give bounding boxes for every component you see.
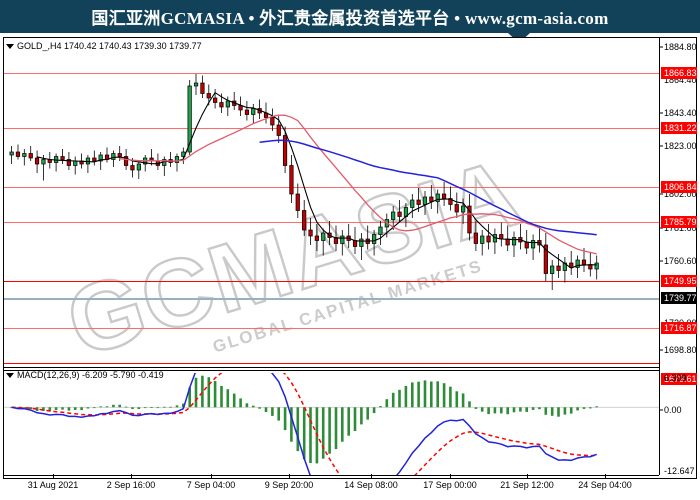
time-label-2: 7 Sep 04:00 [186,480,236,490]
time-label-6: 21 Sep 12:00 [500,480,554,490]
level-line-1806 [4,187,659,188]
time-tick [289,474,290,478]
time-label-0: 31 Aug 2021 [27,480,79,490]
price-plot-area[interactable]: GCMASIA GLOBAL CAPITAL MARKETS [4,38,659,368]
price-tag-1749[interactable]: 1749.95 [661,275,697,287]
price-tag-1806[interactable]: 1806.84 [661,181,697,193]
axis-tick [660,145,663,147]
brand-header-bar: 国汇亚洲GCMASIA • 外汇贵金属投资首选平台 • www.gcm-asia… [0,0,700,33]
macd-axis-label-bottom: -12.647 [664,466,695,476]
candlestick-series [9,74,599,290]
time-tick [371,474,372,478]
time-tick [605,474,606,478]
price-tag-1679[interactable]: 1679.61 [661,373,697,385]
time-tick [450,474,451,478]
time-axis-line [4,475,659,476]
axis-tick [660,409,663,411]
brand-header-title: 国汇亚洲GCMASIA • 外汇贵金属投资首选平台 • www.gcm-asia… [91,9,609,28]
level-line-1831 [4,128,659,129]
axis-tick [660,349,663,351]
axis-tick [660,193,663,195]
axis-label-1864: 1864.40 [664,75,697,85]
time-axis-labels: 31 Aug 2021 2 Sep 16:00 7 Sep 04:00 9 Se… [0,474,700,496]
axis-label-1760: 1760.60 [664,256,697,266]
macd-indicator-text: MACD(12,26,9) -6.209 -5.790 -0.419 [17,370,164,380]
price-tag-1785[interactable]: 1785.79 [661,216,697,228]
current-price-line [4,298,659,300]
price-tag-1831[interactable]: 1831.22 [661,122,697,134]
level-line-1866 [4,73,659,74]
current-price-tag[interactable]: 1739.77 [661,292,697,304]
time-label-5: 17 Sep 00:00 [423,480,477,490]
level-line-1679 [4,363,659,364]
axis-label-1802: 1802.00 [664,189,697,199]
axis-tick [660,46,663,48]
pane-divider [4,370,659,371]
macd-chevron-down-icon[interactable] [6,372,14,378]
time-label-3: 9 Sep 20:00 [264,480,314,490]
time-tick [131,474,132,478]
time-label-4: 14 Sep 08:00 [344,480,398,490]
macd-axis-label-top: 6.399 [664,373,687,383]
price-tag-1866[interactable]: 1866.83 [661,67,697,79]
time-tick [53,474,54,478]
level-line-1749 [4,281,659,282]
axis-tick [660,112,663,114]
time-tick [211,474,212,478]
axis-tick [660,260,663,262]
axis-label-1843: 1843.40 [664,108,697,118]
macd-axis-label-zero: 0.00 [664,405,682,415]
macd-plot-area[interactable] [4,373,659,475]
price-axis-line [659,38,660,475]
symbol-ohlc-text: GOLD_,H4 1740.42 1740.43 1739.30 1739.77 [17,41,202,51]
axis-label-1884: 1884.80 [664,42,697,52]
macd-indicator-label: MACD(12,26,9) -6.209 -5.790 -0.419 [6,370,164,380]
level-line-1785 [4,222,659,223]
time-label-7: 24 Sep 04:00 [578,480,632,490]
chevron-down-icon[interactable] [6,43,14,49]
axis-tick [660,227,663,229]
price-axis[interactable]: 1884.80 1864.40 1866.83 1843.40 1823.00 … [660,38,700,476]
time-tick [527,474,528,478]
symbol-ohlc-label: GOLD_,H4 1740.42 1740.43 1739.30 1739.77 [6,41,202,51]
macd-series [4,373,659,475]
axis-label-1781: 1781.60 [664,223,697,233]
pane-divider-top [4,367,659,368]
axis-label-1698: 1698.80 [664,345,697,355]
price-tag-1716[interactable]: 1716.87 [661,322,697,334]
level-line-1716 [4,328,659,329]
time-label-1: 2 Sep 16:00 [106,480,156,490]
axis-label-1823: 1823.00 [664,141,697,151]
